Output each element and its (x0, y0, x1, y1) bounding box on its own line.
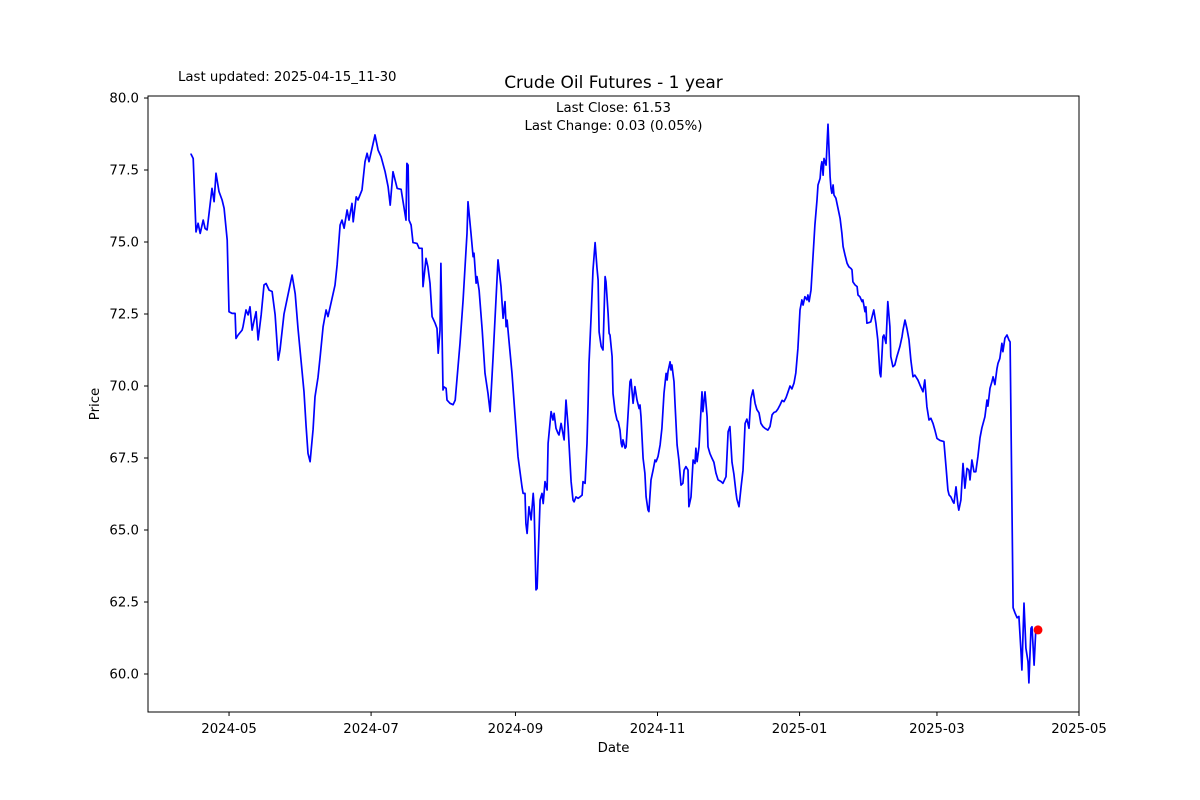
plot-area (147, 95, 1080, 713)
y-tick-label: 72.5 (109, 308, 139, 323)
x-tick-label: 2025-05 (1051, 722, 1107, 737)
x-axis-ticks: 2024-05 2024-07 2024-09 2024-11 2025-01 2025-… (201, 712, 1107, 737)
y-tick-label: 67.5 (109, 451, 139, 466)
y-tick-label: 70.0 (109, 380, 139, 395)
x-tick-label: 2024-09 (488, 722, 544, 737)
y-tick-label: 65.0 (109, 523, 139, 538)
x-tick-label: 2025-03 (909, 722, 965, 737)
y-axis-ticks: 60.0 62.5 65.0 67.5 70.0 72.5 75.0 77.5 80.0 (109, 92, 148, 682)
x-tick-label: 2025-01 (772, 722, 828, 737)
x-axis-label: Date (598, 741, 630, 756)
y-tick-label: 62.5 (109, 595, 139, 610)
annotation-last-close: Last Close: 61.53 (556, 101, 671, 116)
y-tick-label: 75.0 (109, 236, 139, 251)
last-updated-text: Last updated: 2025-04-15_11-30 (178, 70, 396, 85)
y-tick-label: 60.0 (109, 667, 139, 682)
x-tick-label: 2024-05 (201, 722, 257, 737)
annotation-last-change: Last Change: 0.03 (0.05%) (525, 119, 703, 134)
y-tick-label: 77.5 (109, 164, 139, 179)
price-line-series (190, 123, 1039, 684)
y-tick-label: 80.0 (109, 92, 139, 107)
last-price-marker (1033, 625, 1043, 635)
y-axis-label: Price (88, 388, 103, 420)
chart-title: Crude Oil Futures - 1 year (504, 73, 723, 93)
x-tick-label: 2024-07 (343, 722, 399, 737)
x-tick-label: 2024-11 (630, 722, 686, 737)
